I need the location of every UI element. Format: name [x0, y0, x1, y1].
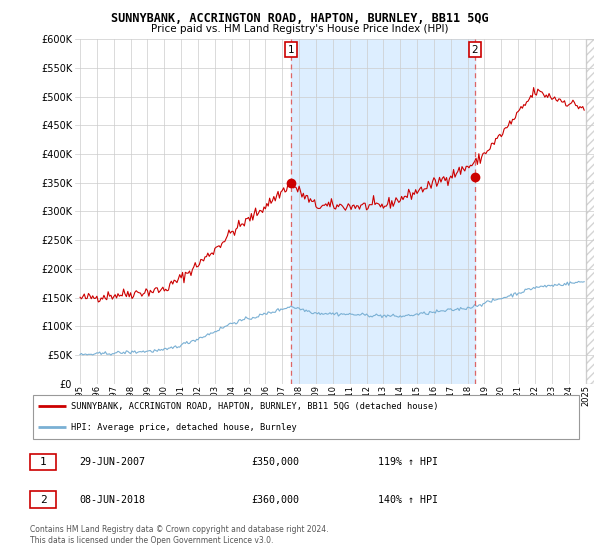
Text: HPI: Average price, detached house, Burnley: HPI: Average price, detached house, Burn… [71, 423, 297, 432]
Bar [586, 39, 600, 384]
FancyBboxPatch shape [33, 395, 579, 438]
Text: 140% ↑ HPI: 140% ↑ HPI [378, 494, 438, 505]
FancyBboxPatch shape [30, 454, 56, 470]
Text: £360,000: £360,000 [251, 494, 299, 505]
Text: £350,000: £350,000 [251, 457, 299, 467]
Text: Price paid vs. HM Land Registry's House Price Index (HPI): Price paid vs. HM Land Registry's House … [151, 24, 449, 34]
Text: 119% ↑ HPI: 119% ↑ HPI [378, 457, 438, 467]
FancyBboxPatch shape [30, 491, 56, 508]
Text: 2: 2 [472, 45, 478, 54]
Text: 1: 1 [287, 45, 294, 54]
Text: 08-JUN-2018: 08-JUN-2018 [80, 494, 146, 505]
Text: SUNNYBANK, ACCRINGTON ROAD, HAPTON, BURNLEY, BB11 5QG (detached house): SUNNYBANK, ACCRINGTON ROAD, HAPTON, BURN… [71, 402, 439, 410]
Text: 1: 1 [40, 457, 47, 467]
Text: Contains HM Land Registry data © Crown copyright and database right 2024.
This d: Contains HM Land Registry data © Crown c… [30, 525, 329, 545]
Bar [290, 39, 475, 384]
Text: 29-JUN-2007: 29-JUN-2007 [80, 457, 146, 467]
Text: 2: 2 [40, 494, 47, 505]
Bar [586, 39, 600, 384]
Text: SUNNYBANK, ACCRINGTON ROAD, HAPTON, BURNLEY, BB11 5QG: SUNNYBANK, ACCRINGTON ROAD, HAPTON, BURN… [111, 12, 489, 25]
